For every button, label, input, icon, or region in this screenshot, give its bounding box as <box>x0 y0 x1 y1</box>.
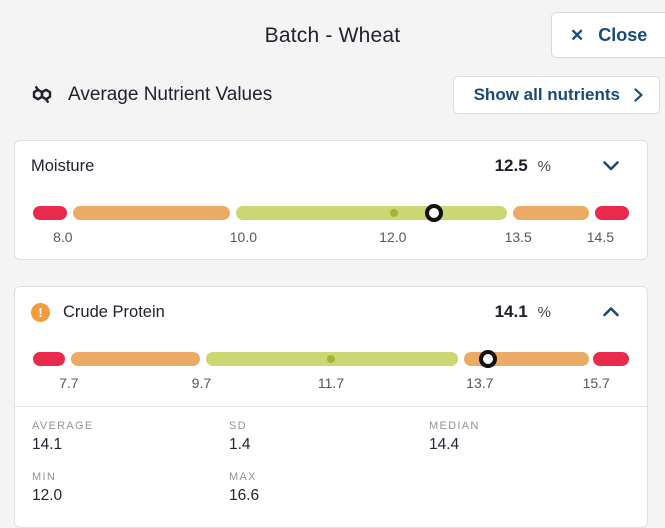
stat-item: MAX 16.6 <box>229 471 429 505</box>
stat-item: SD 1.4 <box>229 420 429 454</box>
nutrient-name: Crude Protein <box>63 302 165 321</box>
chevron-right-icon <box>634 88 643 102</box>
close-button-label: Close <box>598 24 648 45</box>
gauge-segment-orange <box>70 352 200 366</box>
molecule-icon <box>30 85 53 106</box>
chevron-down-icon[interactable] <box>603 161 619 171</box>
value-marker <box>424 204 443 222</box>
nutrient-gauge <box>31 350 631 368</box>
stat-item: AVERAGE 14.1 <box>32 420 229 454</box>
stat-value: 12.0 <box>32 487 63 504</box>
gauge-tick-labels: 7.7 9.7 11.7 13.7 15.7 <box>31 375 631 392</box>
nutrient-gauge <box>31 204 631 222</box>
page-title: Batch - Wheat <box>264 24 401 47</box>
tick-label: 10.0 <box>229 229 258 245</box>
tick-label: 12.0 <box>379 229 407 245</box>
close-icon: ✕ <box>570 25 585 45</box>
tick-label: 11.7 <box>317 375 345 391</box>
stat-value: 14.4 <box>429 436 460 453</box>
nutrient-card-crude-protein: ! Crude Protein 14.1 % 7.7 9.7 11.7 13.7 15.… <box>14 286 648 528</box>
section-title: Average Nutrient Values <box>68 84 273 105</box>
gauge-segment-red <box>32 206 67 220</box>
nutrient-value: 14.1 <box>494 302 528 321</box>
tick-label: 15.7 <box>582 375 610 391</box>
gauge-segment-orange <box>73 206 230 220</box>
gauge-tick-labels: 8.0 10.0 12.0 13.5 14.5 <box>31 229 631 246</box>
nutrient-name: Moisture <box>31 156 95 175</box>
nutrient-card-moisture: Moisture 12.5 % 8.0 10.0 12.0 13.5 14.5 <box>14 140 648 260</box>
nutrient-card-header[interactable]: Moisture 12.5 % <box>15 141 647 176</box>
target-dot <box>327 355 335 363</box>
gauge-segment-red <box>32 352 65 366</box>
stat-value: 16.6 <box>229 487 260 504</box>
stat-item: MEDIAN 14.4 <box>429 420 630 454</box>
tick-label: 9.7 <box>191 375 212 391</box>
stat-item: MIN 12.0 <box>32 471 229 505</box>
close-button[interactable]: ✕ Close <box>551 12 665 58</box>
tick-label: 14.5 <box>586 229 615 245</box>
nutrient-card-header[interactable]: ! Crude Protein 14.1 % <box>15 287 647 322</box>
stat-label: AVERAGE <box>32 420 94 432</box>
nutrient-unit: % <box>537 157 551 175</box>
gauge-segment-red <box>593 352 630 366</box>
stats-grid: AVERAGE 14.1 SD 1.4 MEDIAN 14.4 MIN 12.0 MAX 16.6 <box>15 406 647 527</box>
tick-label: 13.7 <box>466 375 494 391</box>
stat-label: MAX <box>229 471 257 483</box>
stat-value: 1.4 <box>229 436 251 453</box>
gauge-segment-red <box>595 206 630 220</box>
nutrient-value: 12.5 <box>494 156 528 175</box>
value-marker <box>478 350 497 368</box>
chevron-up-icon[interactable] <box>603 307 619 317</box>
stat-label: MEDIAN <box>429 420 480 432</box>
tick-label: 13.5 <box>504 229 532 245</box>
stat-value: 14.1 <box>32 436 63 453</box>
gauge-segment-orange <box>513 206 589 220</box>
tick-label: 8.0 <box>53 229 73 245</box>
stat-label: SD <box>229 420 247 432</box>
tick-label: 7.7 <box>59 375 79 391</box>
nutrient-unit: % <box>537 303 551 321</box>
target-dot <box>390 209 398 217</box>
nutrients-section-header: Average Nutrient Values Show all nutrien… <box>30 76 660 114</box>
warning-icon: ! <box>31 302 50 322</box>
show-all-nutrients-button[interactable]: Show all nutrients <box>452 76 660 114</box>
gauge-segment-green <box>235 206 508 220</box>
stat-label: MIN <box>32 471 57 483</box>
show-all-nutrients-label: Show all nutrients <box>473 85 620 104</box>
